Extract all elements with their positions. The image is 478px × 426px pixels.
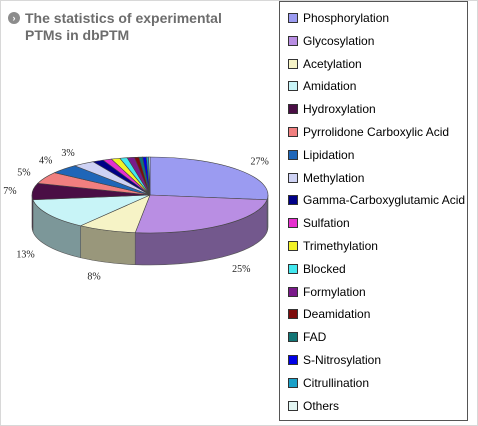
legend-swatch [288,13,298,23]
legend-item-fad: FAD [286,327,466,347]
legend-label: Gamma-Carboxyglutamic Acid [303,193,466,208]
legend-label: Sulfation [303,216,350,231]
legend-label: Glycosylation [303,33,375,48]
legend-item-others: Others [286,396,466,416]
legend-item-formylation: Formylation [286,282,466,302]
pie-slice-phosphorylation [149,156,269,201]
chart-title-text: The statistics of experimental PTMs in d… [25,10,222,43]
legend-item-gamma-carboxyglutamic-acid: Gamma-Carboxyglutamic Acid [286,190,466,210]
pie-labels: 27% 25% 8% 13% 7%5% 4% 3% [3,148,269,282]
legend-item-sulfation: Sulfation [286,213,466,233]
legend-swatch [288,35,298,46]
pie-slice-amidation [32,194,151,227]
legend-item-hydroxylation: Hydroxylation [286,99,466,119]
legend-item-lipidation: Lipidation [286,145,466,165]
legend-item-trimethylation: Trimethylation [286,236,466,256]
legend: Phosphorylation Glycosylation Acetylation A… [279,1,468,421]
legend-label: S-Nitrosylation [303,353,382,367]
slice-label-acetylation: 8% [87,271,100,282]
legend-item-pyrrolidone-carboxylic-acid: Pyrrolidone Carboxylic Acid [286,122,466,142]
slice-label-methylation: 3% [61,148,74,159]
pie-slice-glycosylation [134,194,268,234]
legend-item-blocked: Blocked [286,259,466,279]
pie-layer [31,156,269,266]
legend-swatch [288,104,298,115]
legend-swatch [288,286,298,297]
pie-slice-others [148,156,151,196]
slice-label-pyrrolidone-carboxylic-acid: 5% [17,167,30,178]
legend-swatch [288,172,298,183]
legend-swatch [288,58,298,69]
legend-item-phosphorylation: Phosphorylation [286,8,466,28]
legend-label: Trimethylation [303,239,378,253]
legend-item-deamidation: Deamidation [286,304,466,324]
legend-item-s-nitrosylation: S-Nitrosylation [286,350,466,370]
legend-swatch [288,332,298,343]
legend-label: Methylation [303,170,365,185]
legend-item-citrullination: Citrullination [286,373,466,393]
legend-label: Pyrrolidone Carboxylic Acid [303,125,450,139]
legend-item-methylation: Methylation [286,168,466,188]
legend-swatch [288,195,298,206]
legend-swatch [288,81,298,92]
legend-swatch [288,309,298,320]
slice-label-hydroxylation: 7% [3,186,16,197]
legend-item-glycosylation: Glycosylation [286,31,466,51]
legend-swatch [288,400,298,411]
legend-label: Lipidation [303,147,355,162]
legend-swatch [288,241,298,251]
legend-label: Phosphorylation [303,11,390,25]
legend-swatch [288,355,298,365]
slice-label-glycosylation: 25% [232,264,250,275]
legend-label: Citrullination [303,375,370,390]
slice-label-lipidation: 4% [39,155,52,166]
legend-label: FAD [303,330,327,345]
legend-item-acetylation: Acetylation [286,54,466,74]
legend-swatch [288,218,298,229]
legend-swatch [288,127,298,137]
legend-swatch [288,263,298,274]
legend-label: Amidation [303,79,357,94]
slice-label-phosphorylation: 27% [251,157,269,168]
legend-label: Formylation [303,284,366,299]
chevron-right-circle-icon: › [8,12,20,24]
legend-label: Others [303,398,340,413]
legend-swatch [288,149,298,160]
legend-label: Blocked [303,261,346,276]
slice-label-amidation: 13% [16,250,34,261]
pie-side-hydroxylation [31,194,34,232]
legend-swatch [288,377,298,388]
legend-label: Acetylation [303,56,362,71]
legend-label: Deamidation [303,307,371,322]
legend-label: Hydroxylation [303,102,376,117]
legend-item-amidation: Amidation [286,76,466,96]
